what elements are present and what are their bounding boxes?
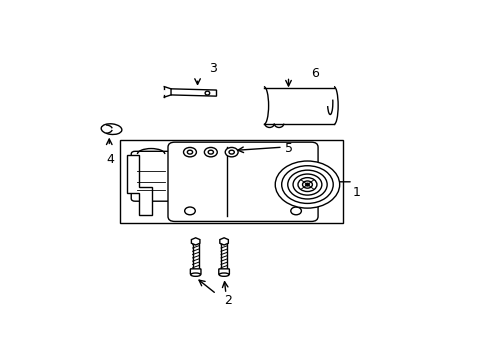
Circle shape	[275, 161, 339, 208]
Text: 3: 3	[208, 62, 216, 75]
Circle shape	[297, 177, 316, 192]
FancyBboxPatch shape	[168, 142, 317, 221]
Circle shape	[290, 207, 301, 215]
Text: 1: 1	[352, 186, 360, 199]
Polygon shape	[171, 89, 216, 96]
Ellipse shape	[204, 91, 209, 95]
Polygon shape	[127, 156, 152, 215]
FancyBboxPatch shape	[218, 269, 229, 274]
Ellipse shape	[101, 124, 122, 135]
Circle shape	[228, 150, 234, 154]
Circle shape	[287, 170, 326, 199]
FancyBboxPatch shape	[190, 269, 201, 274]
Text: 4: 4	[106, 153, 114, 166]
Circle shape	[305, 183, 309, 186]
Circle shape	[204, 148, 217, 157]
Bar	[120, 140, 343, 223]
Circle shape	[302, 181, 312, 188]
Circle shape	[292, 174, 321, 195]
Circle shape	[183, 148, 196, 157]
Circle shape	[208, 150, 213, 154]
Circle shape	[187, 150, 192, 154]
Text: 2: 2	[224, 294, 231, 307]
FancyBboxPatch shape	[131, 151, 171, 201]
Text: 5: 5	[284, 142, 292, 155]
Ellipse shape	[190, 273, 200, 276]
Polygon shape	[191, 238, 200, 245]
Polygon shape	[220, 238, 228, 245]
Text: 6: 6	[310, 67, 318, 80]
Ellipse shape	[219, 273, 228, 276]
Circle shape	[184, 207, 195, 215]
Circle shape	[225, 148, 238, 157]
Circle shape	[281, 166, 332, 203]
